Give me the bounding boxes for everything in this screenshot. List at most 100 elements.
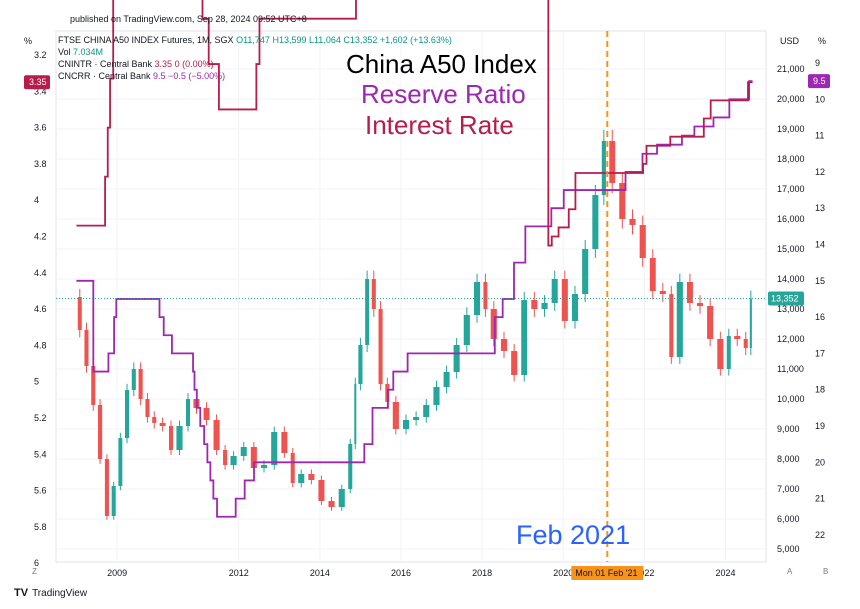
price-candle-body (561, 279, 568, 321)
legend-cncrr-name: CNCRR · Central Bank (58, 71, 151, 81)
x-tick-label: 2020 (553, 568, 573, 578)
left-tick-label: 4.6 (34, 304, 47, 314)
corner-a[interactable]: A (787, 567, 793, 576)
price-candle-body (378, 309, 383, 384)
price-candle-body (371, 279, 376, 309)
price-candle-body (669, 294, 674, 357)
legend-cnintr-row: CNINTR · Central Bank 3.35 0 (0.00%) (58, 59, 214, 69)
price-candle-body (629, 219, 636, 225)
price-candle-body (271, 432, 278, 465)
x-tick-label: 2018 (472, 568, 492, 578)
price-candle-body (223, 450, 228, 465)
interest-rate-line (76, 0, 753, 247)
right-tick-label: 19 (815, 421, 825, 431)
price-candle-body (463, 315, 470, 345)
price-candle-body (250, 447, 257, 468)
price-candle-body (676, 282, 683, 357)
right-value-badge (808, 74, 830, 89)
legend-cnintr-value: 3.35 0 (0.00%) (154, 59, 214, 69)
price-candle-body (118, 438, 123, 486)
usd-tick-label: 8,000 (777, 454, 800, 464)
left-tick-label: 4 (34, 195, 39, 205)
price-candle-body (551, 279, 558, 303)
corner-b[interactable]: B (823, 567, 829, 576)
price-candle-body (298, 474, 305, 483)
left-axis-unit: % (24, 36, 32, 46)
price-candle-body (582, 249, 589, 294)
price-candle-body (365, 279, 370, 345)
price-candle-body (423, 405, 430, 417)
left-tick-label: 3.2 (34, 50, 47, 60)
usd-tick-label: 18,000 (777, 154, 805, 164)
usd-tick-label: 20,000 (777, 94, 805, 104)
left-tick-label: 4.4 (34, 268, 47, 278)
usd-tick-label: 9,000 (777, 424, 800, 434)
price-candle-body (213, 420, 220, 450)
price-candle-body (392, 402, 399, 429)
price-candle-body (98, 405, 103, 459)
price-candle-body (131, 369, 136, 390)
price-candle-body (281, 432, 288, 453)
usd-tick-label: 14,000 (777, 274, 805, 284)
price-candle-body (152, 417, 157, 423)
right-tick-label: 10 (815, 94, 825, 104)
price-candle-body (531, 300, 538, 309)
price-candle-body (511, 351, 518, 375)
x-tick-label: 2009 (107, 568, 127, 578)
usd-tick-label: 16,000 (777, 214, 805, 224)
right-tick-label: 14 (815, 240, 825, 250)
x-tick-label: 2022 (634, 568, 654, 578)
left-tick-label: 4.2 (34, 232, 47, 242)
price-candle-body (145, 399, 150, 417)
price-candle-body (328, 501, 335, 507)
corner-z[interactable]: Z (32, 567, 37, 576)
price-candle-body (413, 417, 420, 420)
price-candle-body (619, 183, 626, 219)
right-tick-label: 16 (815, 312, 825, 322)
legend-vol-value: 7.034M (73, 47, 104, 57)
annotation-feb-2021: Feb 2021 (516, 520, 631, 550)
usd-tick-label: 19,000 (777, 124, 805, 134)
usd-tick-label: 13,000 (777, 304, 805, 314)
legend-cnintr-name: CNINTR · Central Bank (58, 59, 153, 69)
right-tick-label: 13 (815, 203, 825, 213)
right-tick-label: 20 (815, 457, 825, 467)
left-value-badge-label: 3.35 (29, 77, 47, 87)
left-tick-label: 3.6 (34, 123, 47, 133)
reserve-ratio-line (76, 80, 753, 518)
price-candle-body (354, 384, 357, 444)
price-value-badge-label: 13,352 (771, 293, 799, 303)
price-candle-body (104, 459, 109, 516)
right-tick-label: 22 (815, 530, 825, 540)
footer-brand: TV TradingView (14, 587, 87, 599)
price-candle-body (176, 426, 183, 450)
right-tick-label: 21 (815, 494, 825, 504)
price-candle-body (348, 444, 353, 489)
cursor-date-badge (571, 566, 644, 580)
price-candle-body (433, 387, 440, 405)
price-candle-body (734, 336, 741, 339)
price-candle-body (609, 141, 616, 183)
published-note: published on TradingView.com, Sep 28, 20… (70, 14, 307, 24)
cursor-date-label: Mon 01 Feb '21 (575, 568, 637, 578)
price-candle-body (639, 225, 646, 258)
usd-tick-label: 21,000 (777, 64, 805, 74)
left-tick-label: 5.4 (34, 449, 47, 459)
price-candle-body (91, 366, 96, 405)
annotation-interest-rate: Interest Rate (365, 110, 514, 140)
usd-tick-label: 11,000 (777, 364, 804, 374)
usd-axis-unit: USD (780, 36, 800, 46)
price-candle-body (240, 447, 247, 456)
price-candle-body (338, 489, 345, 507)
price-candle-body (77, 297, 82, 330)
legend-symbol-row: FTSE CHINA A50 INDEX Futures, 1M, SGX O1… (58, 35, 452, 45)
price-candle-body (402, 420, 410, 429)
usd-tick-label: 5,000 (777, 544, 800, 554)
price-candle-body (743, 339, 748, 348)
usd-tick-label: 12,000 (777, 334, 805, 344)
right-axis-unit: % (818, 36, 826, 46)
price-candle-body (159, 423, 166, 426)
usd-tick-label: 7,000 (777, 484, 800, 494)
right-tick-label: 12 (815, 167, 825, 177)
